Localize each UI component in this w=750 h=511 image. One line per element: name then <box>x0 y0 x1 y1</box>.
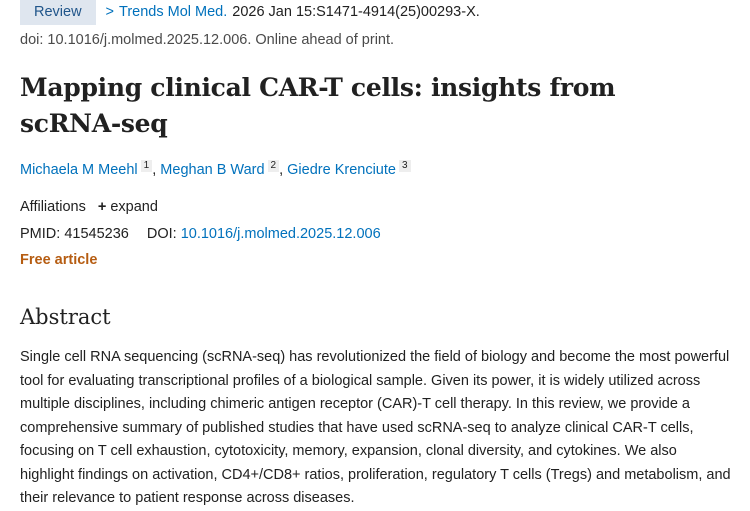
expand-label: expand <box>110 199 158 215</box>
citation-details: 2026 Jan 15:S1471-4914(25)00293-X. <box>232 4 480 20</box>
expand-affiliations-button[interactable]: + expand <box>98 199 158 215</box>
affiliations-row: Affiliations + expand <box>20 199 158 215</box>
abstract-heading: Abstract <box>20 305 111 329</box>
affiliation-ref[interactable]: 2 <box>267 160 280 172</box>
journal-link[interactable]: > Trends Mol Med. <box>106 4 228 20</box>
plus-icon: + <box>97 199 107 215</box>
article-title: Mapping clinical CAR-T cells: insights f… <box>20 73 616 138</box>
publication-meta-row: Review > Trends Mol Med. 2026 Jan 15:S147… <box>20 0 750 25</box>
author-link[interactable]: Meghan B Ward <box>160 162 265 178</box>
affiliation-ref[interactable]: 1 <box>140 160 153 172</box>
article-header: Review > Trends Mol Med. 2026 Jan 15:S147… <box>20 0 750 506</box>
pmid-value: 41545236 <box>64 226 129 242</box>
pmid-label: PMID: <box>20 226 61 242</box>
doi-label: DOI: <box>146 226 177 242</box>
author-list: Michaela M Meehl 1, Meghan B Ward 2, Giedr… <box>20 160 411 178</box>
chevron-right-icon: > <box>105 4 115 20</box>
doi-link[interactable]: 10.1016/j.molmed.2025.12.006 <box>180 226 381 242</box>
article-type-badge: Review <box>20 0 96 25</box>
affiliation-ref[interactable]: 3 <box>398 160 411 172</box>
affiliations-label: Affiliations <box>20 199 86 215</box>
journal-name: Trends Mol Med. <box>119 4 228 20</box>
author-separator: , <box>279 162 284 178</box>
doi-status-line: doi: 10.1016/j.molmed.2025.12.006. Onlin… <box>20 32 395 48</box>
abstract-text: Single cell RNA sequencing (scRNA-seq) h… <box>20 349 731 506</box>
author-link[interactable]: Michaela M Meehl <box>20 162 138 178</box>
free-article-label: Free article <box>20 252 98 268</box>
identifiers-row: PMID: 41545236 DOI: 10.1016/j.molmed.202… <box>20 226 381 242</box>
author-separator: , <box>152 162 157 178</box>
author-link[interactable]: Giedre Krenciute <box>287 162 396 178</box>
